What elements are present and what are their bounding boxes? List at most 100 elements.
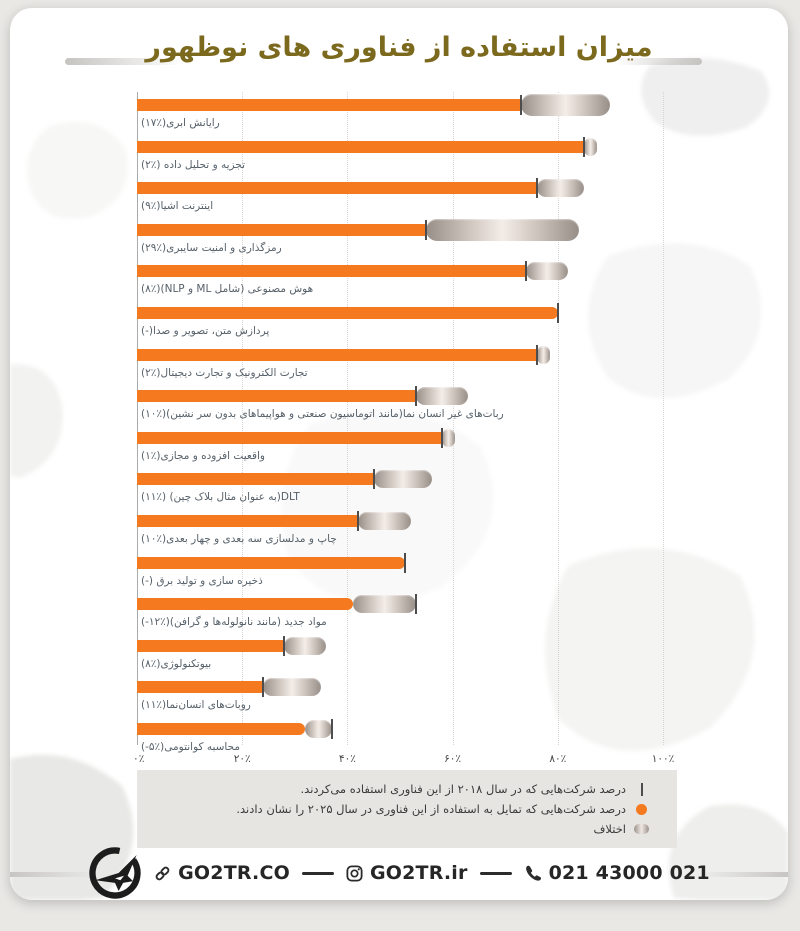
difference-pill-data-analytics <box>584 137 598 156</box>
bar-2025-quantum-computing <box>137 723 306 735</box>
difference-pill-dlt-blockchain <box>373 470 432 489</box>
chart-row-ecommerce-digital-trade: تجارت الکترونیک و تجارت دیجیتال‎(۲٪)‎ <box>137 342 663 384</box>
bar-2025-3d-4d-printing-modeling <box>137 515 358 527</box>
value-2018-tick-text-image-voice-processing <box>556 303 559 323</box>
difference-pill-humanoid-robots <box>263 678 322 697</box>
chart-row-encryption-cybersecurity: رمزگذاری و امنیت سایبری‎(۲۹٪)‎ <box>137 217 663 259</box>
bar-label-non-humanoid-robots: ربات‌های غیر انسان نما(مانند اتوماسیون ص… <box>141 408 504 421</box>
emerging-tech-bar-chart: رایانش ابری‎(۱۷٪)‎ تجزیه و تحلیل داده ‎(۲… <box>133 92 674 782</box>
chart-legend: درصد شرکت‌هایی که در سال ۲۰۱۸ از این فنا… <box>137 770 677 848</box>
y-axis-line <box>137 92 138 745</box>
bar-label-new-materials: مواد جدید (مانند نانولوله‌ها و گرافن)‎(-… <box>141 616 327 629</box>
bar-label-ai-ml-nlp: هوش مصنوعی (شامل ML و NLP)‎(۸٪)‎ <box>141 283 314 296</box>
difference-pill-ar-vr <box>442 428 456 447</box>
bar-2025-biotechnology <box>137 639 285 652</box>
value-2018-tick-power-storage-generation <box>404 552 407 573</box>
title-decoration-line-left <box>65 58 183 65</box>
bar-2025-power-storage-generation <box>137 556 406 569</box>
legend-2025-label: درصد شرکت‌هایی که تمایل به استفاده از ای… <box>236 802 626 816</box>
value-2018-tick-dlt-blockchain <box>372 469 375 490</box>
chart-row-new-materials: مواد جدید (مانند نانولوله‌ها و گرافن)‎(-… <box>137 591 663 633</box>
legend-item-used-2018: درصد شرکت‌هایی که در سال ۲۰۱۸ از این فنا… <box>149 779 649 799</box>
chart-row-ar-vr: واقعیت افزوده و مجازی‎(۱٪)‎ <box>137 425 663 467</box>
bar-2025-ecommerce-digital-trade <box>137 348 537 361</box>
value-2018-tick-ar-vr <box>441 427 444 448</box>
chart-row-cloud-computing: رایانش ابری‎(۱۷٪)‎ <box>137 92 663 134</box>
phone-icon <box>525 865 541 881</box>
bar-label-cloud-computing: رایانش ابری‎(۱۷٪)‎ <box>141 117 220 129</box>
value-2018-tick-ecommerce-digital-trade <box>535 344 538 365</box>
chart-row-power-storage-generation: ذخیره سازی و تولید برق ‎(-)‎ <box>137 550 663 592</box>
difference-pill-non-humanoid-robots <box>415 387 469 406</box>
footer-phone-text: 021 43000 021 <box>548 862 710 884</box>
bar-label-biotechnology: بیوتکنولوژی‎(۸٪)‎ <box>141 657 212 670</box>
legend-difference-pill-icon <box>634 824 649 834</box>
footer-website: GO2TR.CO <box>154 862 290 884</box>
bar-2025-humanoid-robots <box>137 681 264 694</box>
chart-row-humanoid-robots: روبات‌های انسان‌نما‎(۱۱٪)‎ <box>137 674 663 716</box>
difference-pill-biotechnology <box>284 636 327 655</box>
x-tick-label-40: ۴۰٪ <box>338 753 356 765</box>
bar-label-encryption-cybersecurity: رمزگذاری و امنیت سایبری‎(۲۹٪)‎ <box>141 241 282 254</box>
instagram-icon <box>346 864 363 882</box>
difference-pill-encryption-cybersecurity <box>426 218 579 241</box>
legend-item-difference: اختلاف <box>149 819 649 839</box>
value-2018-tick-internet-of-things <box>535 178 538 199</box>
value-2018-tick-new-materials <box>414 594 417 615</box>
footer-separator <box>479 871 512 875</box>
footer-phone: 021 43000 021 <box>524 862 710 884</box>
bar-2025-dlt-blockchain <box>137 473 374 486</box>
gridline-80 <box>557 92 559 745</box>
world-map-background <box>10 58 788 900</box>
footer-website-text: GO2TR.CO <box>178 862 290 884</box>
x-tick-label-0: ۰٪ <box>133 753 145 765</box>
difference-pill-quantum-computing <box>305 720 332 738</box>
chart-row-dlt-blockchain: DLT(به عنوان مثال بلاک چین) ‎(۱۱٪)‎ <box>137 466 663 508</box>
bar-2025-internet-of-things <box>137 182 537 195</box>
bar-label-internet-of-things: اینترنت اشیا‎(۹٪)‎ <box>141 200 214 213</box>
bar-2025-non-humanoid-robots <box>137 390 416 403</box>
legend-2025-dot-icon <box>634 803 649 815</box>
bar-label-data-analytics: تجزیه و تحلیل داده ‎(۲٪)‎ <box>141 158 246 171</box>
footer-edge-line-right <box>699 872 788 877</box>
value-2018-tick-biotechnology <box>283 635 286 656</box>
value-2018-tick-quantum-computing <box>330 719 333 739</box>
gridline-100 <box>663 92 664 745</box>
footer-instagram-text: GO2TR.ir <box>369 862 468 884</box>
title-decoration-line-right <box>616 58 702 65</box>
difference-pill-ai-ml-nlp <box>526 262 569 281</box>
value-2018-tick-cloud-computing <box>519 95 522 115</box>
bar-label-power-storage-generation: ذخیره سازی و تولید برق ‎(-)‎ <box>141 574 263 587</box>
chart-row-non-humanoid-robots: ربات‌های غیر انسان نما(مانند اتوماسیون ص… <box>137 383 663 425</box>
bar-label-ecommerce-digital-trade: تجارت الکترونیک و تجارت دیجیتال‎(۲٪)‎ <box>141 366 308 379</box>
x-tick-label-80: ۸۰٪ <box>549 753 567 765</box>
chart-row-3d-4d-printing-modeling: چاپ و مدلسازی سه بعدی و چهار بعدی‎(۱۰٪)‎ <box>137 508 663 550</box>
value-2018-tick-humanoid-robots <box>262 677 265 698</box>
gridline-60 <box>452 92 454 745</box>
link-icon <box>155 866 170 880</box>
bar-2025-ar-vr <box>137 431 443 444</box>
chart-row-data-analytics: تجزیه و تحلیل داده ‎(۲٪)‎ <box>137 134 663 176</box>
bar-label-quantum-computing: محاسبه کوانتومی‎(-۵٪)‎ <box>141 741 241 753</box>
bar-2025-encryption-cybersecurity <box>137 223 427 236</box>
difference-pill-internet-of-things <box>536 179 585 198</box>
footer-instagram: GO2TR.ir <box>346 862 468 884</box>
chart-row-quantum-computing: محاسبه کوانتومی‎(-۵٪)‎ <box>137 716 663 758</box>
legend-2018-tick-icon <box>634 782 649 796</box>
bar-2025-new-materials <box>137 598 353 611</box>
chart-row-ai-ml-nlp: هوش مصنوعی (شامل ML و NLP)‎(۸٪)‎ <box>137 258 663 300</box>
footer: GO2TR.CO GO2TR.ir 021 43000 021 <box>10 844 788 900</box>
footer-separator <box>301 871 334 875</box>
bar-2025-text-image-voice-processing <box>137 307 558 319</box>
bar-2025-ai-ml-nlp <box>137 265 527 278</box>
infographic-card: میزان استفاده از فناوری های نوظهور رایان… <box>10 8 788 900</box>
bar-label-3d-4d-printing-modeling: چاپ و مدلسازی سه بعدی و چهار بعدی‎(۱۰٪)‎ <box>141 533 337 545</box>
value-2018-tick-ai-ml-nlp <box>525 261 528 282</box>
bar-2025-cloud-computing <box>137 99 521 111</box>
x-tick-label-100: ۱۰۰٪ <box>651 753 675 765</box>
go2tr-logo <box>89 847 141 899</box>
chart-row-biotechnology: بیوتکنولوژی‎(۸٪)‎ <box>137 633 663 675</box>
gridline-20 <box>242 92 244 745</box>
legend-item-willing-2025: درصد شرکت‌هایی که تمایل به استفاده از ای… <box>149 799 649 819</box>
value-2018-tick-data-analytics <box>583 136 586 157</box>
